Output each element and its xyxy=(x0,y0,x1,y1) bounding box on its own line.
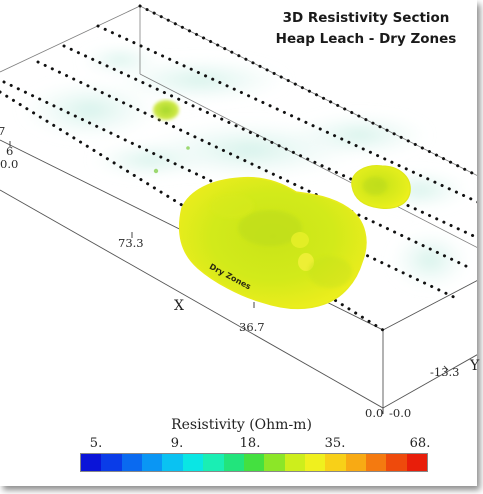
axis-tick-marks xyxy=(9,141,449,414)
left-tick-3: 0.0 xyxy=(0,157,19,171)
colorbar-swatch-16 xyxy=(406,454,428,471)
colorbar-swatch-5 xyxy=(182,454,204,471)
colorbar-swatch-3 xyxy=(142,454,163,471)
left-tick-1: 7 xyxy=(0,124,6,138)
colorbar-swatch-4 xyxy=(162,454,183,471)
figure-title: 3D Resistivity Section Heap Leach - Dry … xyxy=(266,8,466,50)
colorbar-swatch-14 xyxy=(366,454,387,471)
colorbar-swatch-8 xyxy=(243,454,265,471)
y-tick-13: -13.3 xyxy=(430,365,460,379)
colorbar-swatch-6 xyxy=(203,454,224,471)
title-line-1: 3D Resistivity Section xyxy=(282,10,450,26)
legend-tick-35: 35. xyxy=(324,436,346,451)
left-tick-2: 6 xyxy=(6,144,14,158)
resistivity-colorbar xyxy=(80,453,428,472)
colorbar-swatch-13 xyxy=(345,454,367,471)
colorbar-swatch-12 xyxy=(325,454,346,471)
colorbar-swatch-11 xyxy=(304,454,326,471)
resistivity-3d-scene xyxy=(0,4,477,414)
figure-frame: 3D Resistivity Section Heap Leach - Dry … xyxy=(0,4,480,472)
x-axis-name: X xyxy=(174,298,184,314)
colorbar-swatch-15 xyxy=(386,454,407,471)
colorbar-swatch-1 xyxy=(101,454,122,471)
dry-zone-small xyxy=(153,100,179,120)
colorbar-swatch-2 xyxy=(121,454,143,471)
dry-zone-main xyxy=(179,176,367,310)
y-tick-0: -0.0 xyxy=(389,406,412,420)
colorbar-swatch-10 xyxy=(284,454,305,471)
colorbar-swatch-0 xyxy=(81,454,102,471)
legend-tick-9: 9. xyxy=(170,436,184,451)
green-specks xyxy=(153,146,190,174)
colorbar-swatch-9 xyxy=(264,454,285,471)
x-tick-36: 36.7 xyxy=(239,320,265,334)
legend-tick-5: 5. xyxy=(89,436,103,451)
dry-zone-right xyxy=(351,165,411,209)
legend-tick-68: 68. xyxy=(409,436,431,451)
title-line-2: Heap Leach - Dry Zones xyxy=(275,31,457,47)
x-tick-0: 0.0 xyxy=(365,406,384,420)
y-axis-name: Y xyxy=(470,358,480,374)
x-tick-73: 73.3 xyxy=(118,236,144,250)
legend-title: Resistivity (Ohm-m) xyxy=(171,417,312,433)
legend-tick-18: 18. xyxy=(239,436,261,451)
colorbar-swatch-7 xyxy=(223,454,244,471)
